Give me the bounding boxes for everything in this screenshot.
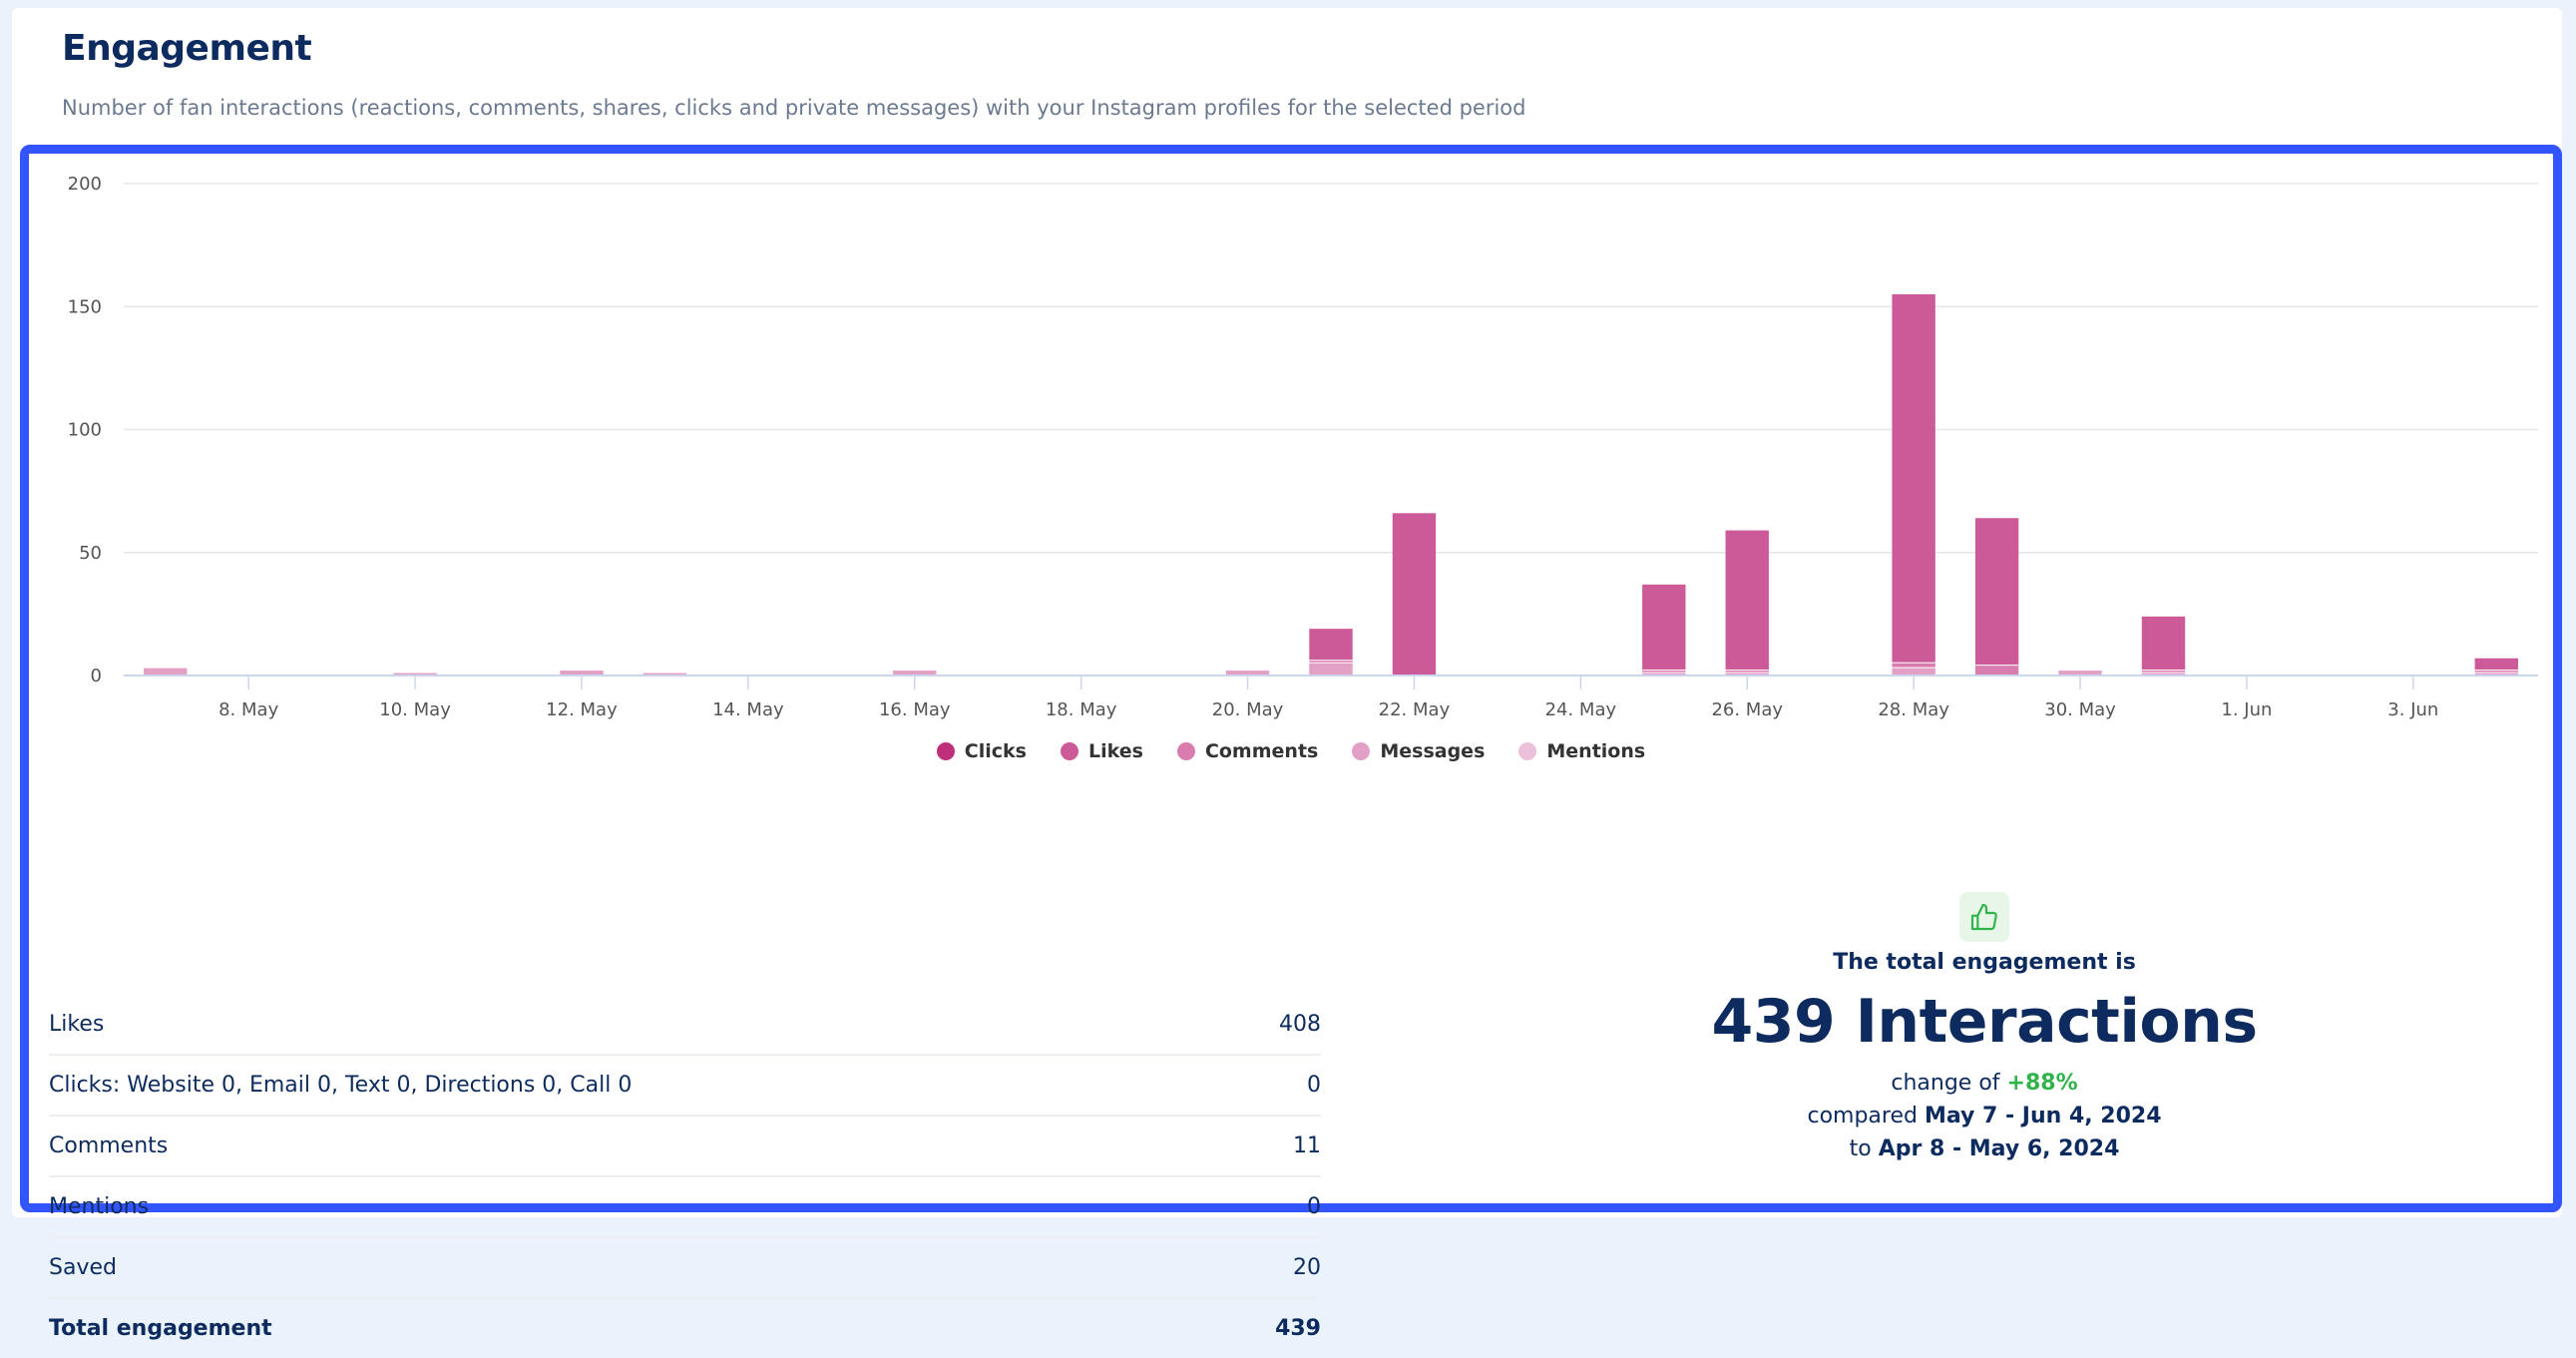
current-period: May 7 - Jun 4, 2024 (1924, 1104, 2162, 1129)
row-label: Comments (49, 1133, 169, 1158)
row-value: 11 (1293, 1133, 1321, 1158)
x-tick-label: 12. May (546, 699, 618, 720)
bar-messages (393, 673, 437, 676)
bar-messages (1309, 663, 1353, 675)
legend-dot-icon (1352, 742, 1371, 760)
y-tick-label: 150 (68, 296, 102, 317)
bar-comments (1642, 671, 1686, 673)
bar-messages (2474, 673, 2518, 676)
y-tick-label: 200 (68, 174, 102, 195)
row-value: 0 (1307, 1194, 1321, 1219)
x-tick-label: 30. May (2044, 699, 2116, 720)
engagement-chart: 0 50 100 150 200 8. May 10. May 12. May 14. May 1… (68, 174, 2538, 720)
bar-messages (1225, 671, 1270, 675)
engagement-summary: The total engagement is 439 Interactions… (1585, 892, 2383, 1165)
engagement-panel: 0 50 100 150 200 8. May 10. May 12. May 14. May 1… (20, 145, 2562, 1341)
bar-likes (1725, 530, 1769, 671)
legend-dot-icon (936, 742, 955, 760)
x-tick-label: 26. May (1711, 699, 1783, 720)
row-label: Total engagement (49, 1316, 272, 1341)
x-tick-label: 14. May (712, 699, 784, 720)
row-value: 439 (1275, 1316, 1321, 1341)
y-tick-label: 100 (68, 420, 102, 441)
bar-likes (2141, 616, 2186, 671)
bar-messages (893, 671, 937, 675)
chart-legend: Clicks Likes Comments Messages Mentions (29, 740, 2553, 762)
x-tick-label: 22. May (1379, 699, 1451, 720)
bar-messages (643, 673, 687, 676)
row-label: Saved (49, 1255, 117, 1280)
legend-label: Comments (1204, 740, 1319, 762)
bar-messages (2141, 673, 2186, 676)
engagement-table: Likes 408 Clicks: Website 0, Email 0, Tex… (49, 995, 1321, 1358)
bar-comments (1892, 663, 1935, 668)
legend-dot-icon (1060, 742, 1078, 760)
x-tick-label: 10. May (379, 699, 451, 720)
bar-comments (2141, 671, 2186, 673)
row-value: 0 (1307, 1073, 1321, 1098)
legend-dot-icon (1518, 742, 1537, 760)
bar-messages (144, 668, 188, 675)
y-tick-label: 50 (79, 543, 102, 564)
legend-item-likes[interactable]: Likes (1060, 740, 1143, 762)
table-row: Likes 408 (49, 995, 1321, 1056)
y-tick-label: 0 (91, 666, 102, 686)
legend-label: Likes (1087, 740, 1143, 762)
bar-messages (1892, 668, 1935, 675)
bar-messages (1725, 673, 1769, 676)
change-value: +88% (2006, 1071, 2078, 1096)
x-tick-label: 3. Jun (2387, 699, 2438, 720)
page-title: Engagement (62, 28, 312, 69)
bar-comments (2474, 671, 2518, 673)
bar-messages (2058, 671, 2102, 675)
change-prefix: change of (1891, 1071, 2000, 1096)
bar-messages (560, 671, 604, 675)
bar-likes (1974, 518, 2019, 666)
row-label: Clicks: Website 0, Email 0, Text 0, Dire… (49, 1073, 633, 1098)
table-row: Clicks: Website 0, Email 0, Text 0, Dire… (49, 1056, 1321, 1117)
bar-likes (1892, 293, 1935, 663)
legend-item-clicks[interactable]: Clicks (936, 740, 1027, 762)
legend-dot-icon (1176, 742, 1195, 760)
page-subtitle: Number of fan interactions (reactions, c… (62, 96, 1526, 120)
x-tick-label: 28. May (1878, 699, 1949, 720)
table-row: Saved 20 (49, 1238, 1321, 1299)
bar-comments (1725, 671, 1769, 673)
legend-item-mentions[interactable]: Mentions (1518, 740, 1645, 762)
summary-intro: The total engagement is (1833, 950, 2136, 975)
summary-total: 439 Interactions (1711, 987, 2258, 1057)
x-tick-label: 16. May (879, 699, 951, 720)
total-row: Total engagement 439 (49, 1299, 1321, 1358)
legend-item-comments[interactable]: Comments (1176, 740, 1319, 762)
legend-label: Mentions (1546, 740, 1646, 762)
compared-prefix: compared (1807, 1104, 1918, 1129)
bar-likes (1309, 629, 1353, 661)
row-label: Likes (49, 1012, 105, 1037)
row-label: Mentions (49, 1194, 150, 1219)
x-tick-label: 18. May (1046, 699, 1117, 720)
row-value: 20 (1293, 1255, 1321, 1280)
bar-likes (2474, 658, 2518, 671)
legend-label: Clicks (964, 740, 1027, 762)
x-tick-label: 1. Jun (2221, 699, 2272, 720)
legend-item-messages[interactable]: Messages (1352, 740, 1485, 762)
bar-messages (1642, 673, 1686, 676)
table-row: Comments 11 (49, 1117, 1321, 1177)
table-row: Mentions 0 (49, 1177, 1321, 1238)
bar-comments (1309, 661, 1353, 663)
previous-period: Apr 8 - May 6, 2024 (1878, 1136, 2120, 1161)
legend-label: Messages (1380, 740, 1486, 762)
x-tick-label: 8. May (218, 699, 278, 720)
bar-likes (1392, 513, 1437, 675)
bar-comments (1974, 666, 2019, 675)
bar-likes (1642, 584, 1686, 671)
row-value: 408 (1279, 1012, 1321, 1037)
to-prefix: to (1849, 1136, 1872, 1161)
x-tick-label: 24. May (1545, 699, 1617, 720)
thumbs-up-icon (1959, 892, 2009, 942)
x-tick-label: 20. May (1212, 699, 1284, 720)
